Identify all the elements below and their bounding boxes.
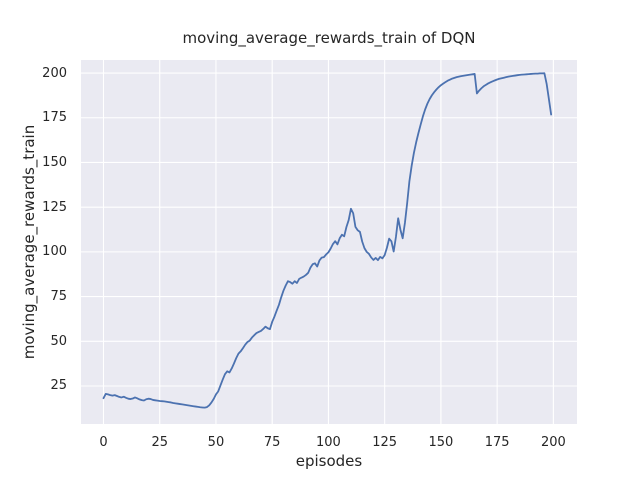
y-tick-label: 75 xyxy=(50,289,67,305)
y-tick-label: 50 xyxy=(50,333,67,349)
y-tick-label: 200 xyxy=(42,65,67,81)
x-tick-label: 25 xyxy=(151,435,168,450)
chart-title: moving_average_rewards_train of DQN xyxy=(182,29,476,47)
x-tick-label: 200 xyxy=(540,435,566,450)
plot-background xyxy=(81,60,577,424)
x-tick-label: 125 xyxy=(372,435,398,450)
data-line xyxy=(102,72,553,409)
y-tick-label: 150 xyxy=(42,154,67,170)
x-tick-label: 0 xyxy=(99,435,108,450)
y-tick-label: 100 xyxy=(42,244,67,260)
x-tick-label: 150 xyxy=(428,435,454,450)
x-tick-label: 75 xyxy=(263,435,281,450)
x-tick-label: 50 xyxy=(207,435,225,450)
y-tick-label: 125 xyxy=(42,199,67,215)
x-axis-label: episodes xyxy=(295,452,363,470)
x-tick-label: 100 xyxy=(316,435,341,450)
x-tick-label: 175 xyxy=(484,435,510,450)
y-tick-label: 175 xyxy=(42,110,67,126)
y-tick-label: 25 xyxy=(50,378,67,394)
